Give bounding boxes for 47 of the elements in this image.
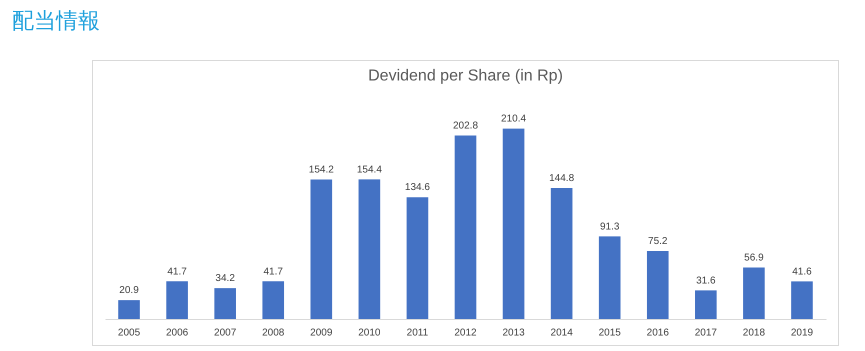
x-tick-label: 2008	[262, 328, 285, 338]
data-label: 31.6	[696, 275, 716, 286]
bar	[598, 236, 621, 319]
data-label: 154.2	[308, 164, 334, 176]
data-label: 56.9	[744, 252, 764, 264]
x-tick-label: 2011	[406, 328, 429, 338]
x-tick-label: 2018	[742, 328, 766, 338]
data-label: 144.8	[549, 173, 575, 184]
bar	[166, 281, 188, 319]
bar	[791, 281, 813, 319]
data-label: 41.7	[264, 266, 284, 278]
bar	[358, 179, 380, 319]
bar	[310, 180, 332, 319]
x-tick-label: 2010	[358, 328, 381, 338]
x-tick-label: 2009	[310, 328, 333, 338]
x-tick-label: 2005	[118, 328, 141, 338]
x-tick-label: 2012	[454, 328, 478, 338]
x-tick-label: 2017	[694, 328, 718, 338]
chart-title: 配当情報	[12, 8, 100, 36]
data-label: 202.8	[452, 120, 478, 132]
data-label: 91.3	[600, 221, 620, 232]
bar	[262, 281, 284, 319]
x-tick-label: 2006	[166, 328, 189, 338]
bar	[118, 300, 140, 319]
data-label: 34.2	[215, 273, 236, 284]
data-label: 134.6	[404, 182, 430, 194]
bar	[214, 288, 236, 319]
bar	[550, 188, 572, 319]
bar	[406, 197, 428, 319]
x-tick-label: 2014	[550, 328, 574, 338]
chart-subtitle: Devidend per Share (in Rp)	[368, 68, 563, 85]
bar	[454, 136, 476, 319]
bar	[743, 268, 765, 319]
x-tick-label: 2019	[790, 328, 814, 338]
data-label: 154.4	[356, 164, 382, 176]
data-label: 41.7	[167, 266, 188, 278]
x-tick-label: 2013	[502, 328, 526, 338]
data-label: 75.2	[648, 236, 668, 247]
x-tick-label: 2016	[646, 328, 670, 338]
data-label: 210.4	[501, 114, 527, 125]
bar	[646, 250, 669, 319]
data-label: 20.9	[119, 285, 140, 296]
x-tick-label: 2007	[214, 328, 237, 338]
x-tick-label: 2015	[598, 328, 622, 338]
bar	[502, 128, 524, 319]
data-label: 41.6	[792, 266, 812, 278]
bar	[695, 290, 717, 319]
